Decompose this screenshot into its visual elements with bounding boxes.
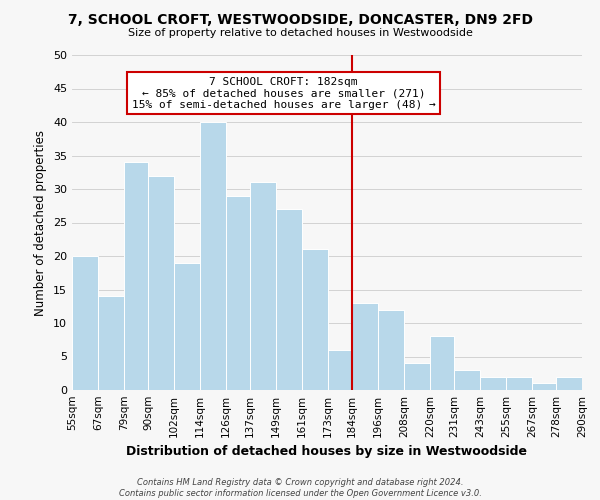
Bar (302, 250, 328, 390)
Bar (148, 176, 174, 390)
Bar (404, 363, 430, 390)
Bar (532, 384, 556, 390)
Y-axis label: Number of detached properties: Number of detached properties (34, 130, 47, 316)
Text: 7, SCHOOL CROFT, WESTWOODSIDE, DONCASTER, DN9 2FD: 7, SCHOOL CROFT, WESTWOODSIDE, DONCASTER… (67, 12, 533, 26)
Bar (200, 122, 226, 390)
Text: Contains HM Land Registry data © Crown copyright and database right 2024.
Contai: Contains HM Land Registry data © Crown c… (119, 478, 481, 498)
Bar (276, 209, 302, 390)
Bar (506, 376, 532, 390)
Bar (98, 296, 124, 390)
Bar (378, 310, 404, 390)
Text: Size of property relative to detached houses in Westwoodside: Size of property relative to detached ho… (128, 28, 472, 38)
Bar (124, 162, 148, 390)
Bar (174, 262, 200, 390)
Bar (72, 256, 98, 390)
Bar (328, 350, 352, 390)
Bar (226, 196, 250, 390)
Text: 7 SCHOOL CROFT: 182sqm
← 85% of detached houses are smaller (271)
15% of semi-de: 7 SCHOOL CROFT: 182sqm ← 85% of detached… (132, 77, 436, 110)
Bar (352, 303, 378, 390)
Bar (430, 336, 454, 390)
Bar (556, 376, 582, 390)
Bar (250, 182, 276, 390)
Bar (480, 376, 506, 390)
Bar (454, 370, 480, 390)
X-axis label: Distribution of detached houses by size in Westwoodside: Distribution of detached houses by size … (127, 446, 527, 458)
